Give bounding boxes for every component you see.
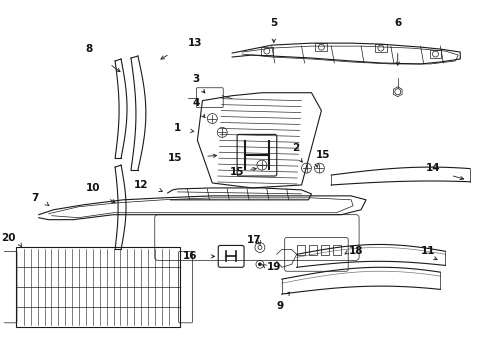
Text: 9: 9 [276, 301, 283, 311]
Text: 10: 10 [86, 183, 100, 193]
Text: 13: 13 [188, 38, 202, 48]
Text: 11: 11 [420, 246, 435, 256]
Bar [316, 43, 327, 51]
Text: 15: 15 [168, 153, 183, 163]
Text: 2: 2 [292, 143, 299, 153]
Bar [430, 50, 441, 58]
Text: 20: 20 [1, 233, 16, 243]
Text: 16: 16 [183, 251, 197, 261]
Text: 6: 6 [394, 18, 401, 28]
Circle shape [258, 263, 261, 266]
Text: 18: 18 [349, 246, 364, 256]
Bar [375, 44, 387, 52]
Text: 5: 5 [270, 18, 277, 28]
Text: 14: 14 [425, 163, 440, 173]
Text: 15: 15 [230, 167, 245, 177]
Bar [333, 246, 341, 255]
Text: 7: 7 [31, 193, 39, 203]
Text: 1: 1 [173, 123, 181, 134]
Bar [321, 246, 329, 255]
Text: 15: 15 [316, 150, 330, 160]
Bar [261, 47, 273, 55]
Text: 3: 3 [193, 74, 200, 84]
Text: 17: 17 [246, 234, 261, 244]
Bar [310, 246, 318, 255]
Bar [16, 247, 179, 327]
Text: 4: 4 [193, 98, 200, 108]
Text: 8: 8 [86, 44, 93, 54]
Text: 19: 19 [267, 262, 281, 272]
Text: 12: 12 [133, 180, 148, 190]
Bar [296, 246, 305, 255]
